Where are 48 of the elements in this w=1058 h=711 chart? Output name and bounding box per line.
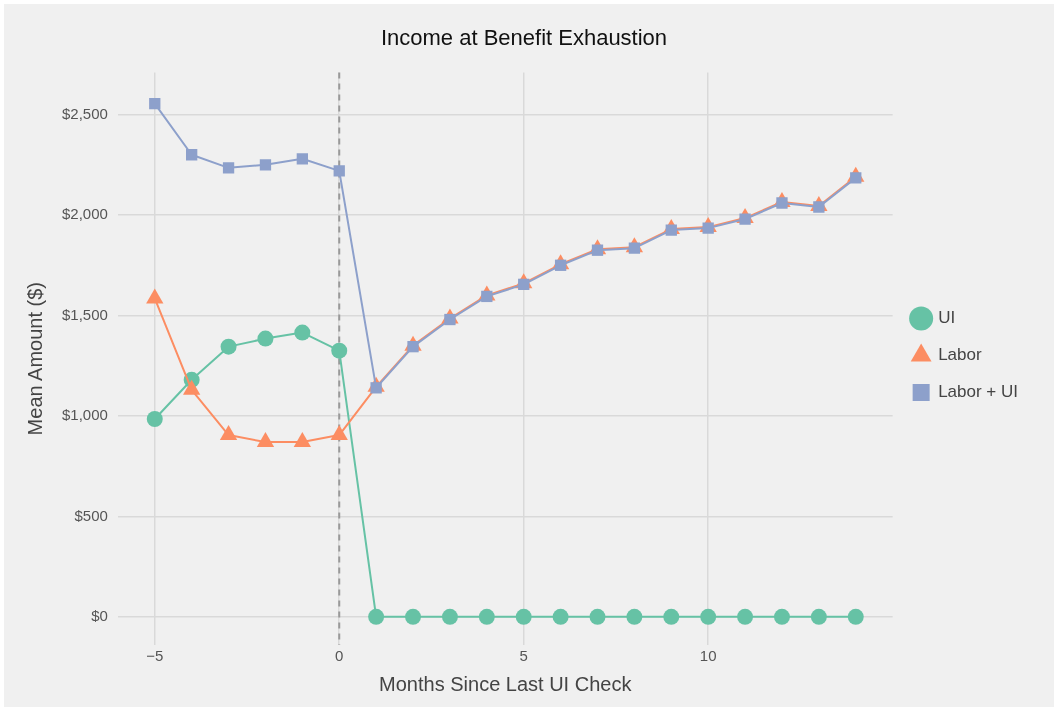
point	[146, 288, 164, 304]
x-tick-label: 10	[699, 647, 717, 665]
point	[626, 608, 643, 625]
point	[700, 608, 717, 625]
point	[368, 608, 385, 625]
point	[810, 608, 827, 625]
legend-label: Labor + UI	[938, 382, 1019, 402]
y-tick-label: $2,500	[61, 104, 108, 122]
x-tick-label: 0	[335, 647, 344, 665]
point	[149, 97, 161, 110]
chart-title: Income at Benefit Exhaustion	[380, 25, 668, 51]
y-tick-label: $1,000	[61, 406, 108, 424]
point	[186, 149, 198, 161]
point	[222, 162, 235, 174]
point	[773, 608, 790, 625]
point	[257, 330, 274, 347]
point	[259, 159, 272, 171]
point	[293, 432, 312, 448]
y-axis-title: Mean Amount ($)	[23, 281, 46, 436]
point	[220, 338, 237, 355]
point	[330, 425, 348, 441]
point	[515, 608, 532, 625]
point	[663, 608, 680, 625]
x-tick-label: −5	[146, 647, 164, 665]
point	[146, 410, 163, 427]
point	[552, 608, 569, 625]
point	[776, 197, 788, 209]
point	[737, 608, 754, 625]
x-axis-title: Months Since Last UI Check	[379, 672, 633, 695]
point	[478, 608, 495, 625]
point	[294, 324, 311, 341]
point	[256, 432, 275, 448]
y-tick-label: $500	[74, 506, 108, 524]
point	[333, 165, 345, 177]
point	[405, 608, 422, 625]
point	[441, 608, 458, 625]
point	[589, 608, 606, 625]
y-tick-label: $2,000	[61, 205, 108, 223]
point	[847, 608, 864, 625]
legend-label: Labor	[938, 345, 982, 365]
point	[331, 342, 348, 359]
point	[296, 153, 308, 165]
point	[591, 244, 604, 256]
y-tick-label: $1,500	[61, 305, 108, 323]
point	[219, 425, 238, 441]
y-tick-label: $0	[91, 607, 108, 625]
x-tick-label: 5	[519, 647, 528, 665]
legend-label: UI	[938, 308, 956, 328]
